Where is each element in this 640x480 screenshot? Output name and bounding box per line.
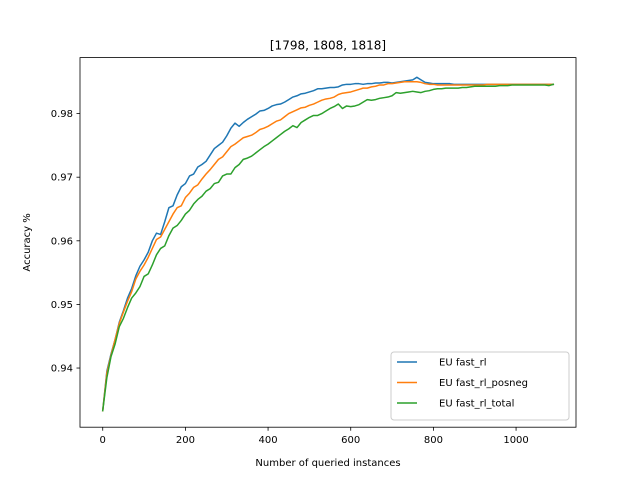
x-axis-label: Number of queried instances — [255, 458, 400, 469]
series-line-2 — [101, 81, 555, 412]
y-tick-label: 0.95 — [51, 300, 73, 311]
x-tick-label: 0 — [100, 435, 106, 446]
y-axis-label: Accuracy % — [22, 213, 33, 271]
x-tick-label: 600 — [341, 435, 360, 446]
y-tick-label: 0.98 — [51, 109, 73, 120]
series-line-3 — [101, 83, 555, 412]
series-group — [101, 76, 555, 412]
x-tick-label: 1000 — [503, 435, 528, 446]
legend-label-1: EU fast_rl — [439, 358, 487, 369]
plot-frame — [79, 57, 577, 428]
legend: EU fast_rl EU fast_rl_posneg EU fast_rl_to… — [390, 351, 570, 421]
y-tick-label: 0.96 — [51, 236, 73, 247]
y-axis: 0.94 0.95 0.96 0.97 0.98 — [51, 109, 80, 375]
x-tick-label: 200 — [176, 435, 195, 446]
legend-label-2: EU fast_rl_posneg — [439, 378, 528, 389]
y-tick-label: 0.94 — [51, 364, 73, 375]
x-tick-label: 400 — [259, 435, 278, 446]
chart-title: [1798, 1808, 1818] — [270, 39, 386, 53]
x-tick-label: 800 — [424, 435, 443, 446]
legend-label-3: EU fast_rl_total — [439, 399, 514, 410]
y-tick-label: 0.97 — [51, 173, 73, 184]
legend-frame — [390, 351, 570, 421]
plot-area — [79, 57, 577, 428]
x-axis: 0 200 400 600 800 1000 — [100, 427, 529, 446]
